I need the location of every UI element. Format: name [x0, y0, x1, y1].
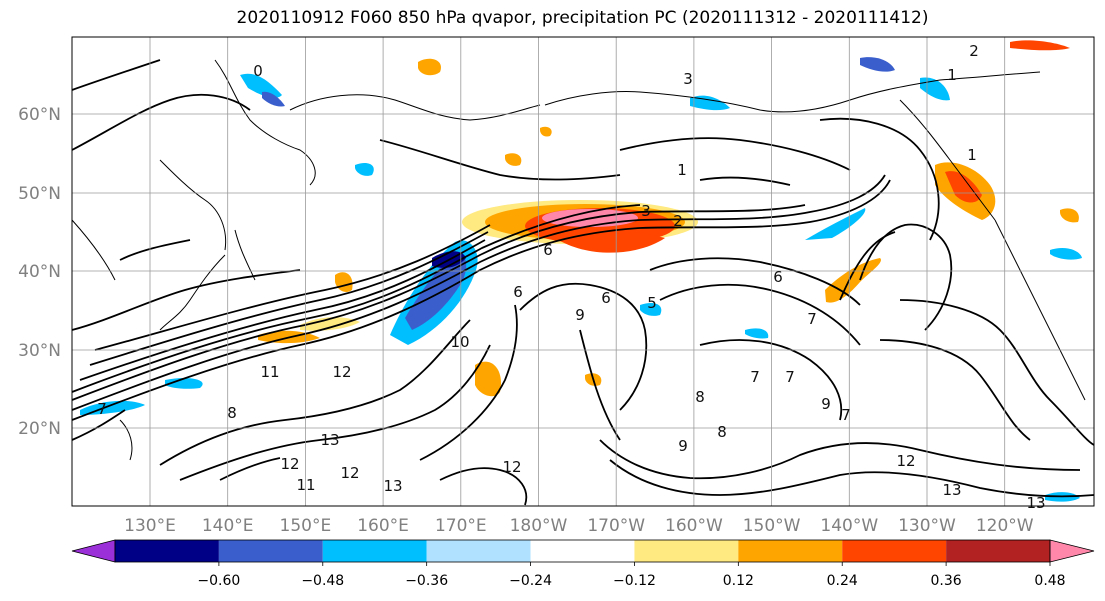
- colorbar-segment: [738, 540, 843, 562]
- contour-label: 13: [942, 481, 961, 499]
- colorbar-tick-label: −0.24: [509, 573, 552, 589]
- latitude-label: 40°N: [18, 262, 61, 282]
- colorbar-segment: [634, 540, 739, 562]
- colorbar-tick-label: −0.36: [405, 573, 448, 589]
- latitude-label: 60°N: [18, 105, 61, 125]
- contour-label: 13: [383, 477, 402, 495]
- contour-label: 12: [502, 458, 521, 476]
- contour-label: 13: [1026, 494, 1045, 512]
- latitude-label: 30°N: [18, 341, 61, 361]
- longitude-label: 170°W: [587, 516, 645, 536]
- colorbar-segment: [426, 540, 531, 562]
- contour-label: 6: [543, 241, 553, 259]
- map-title: 2020110912 F060 850 hPa qvapor, precipit…: [236, 8, 929, 28]
- longitude-label: 130°W: [898, 516, 956, 536]
- contour-label: 7: [841, 406, 851, 424]
- colorbar-tick-label: 0.36: [931, 573, 962, 589]
- contour-label: 0: [253, 62, 263, 80]
- contour-label: 11: [260, 363, 279, 381]
- contour-label: 9: [821, 395, 831, 413]
- contour-label: 2: [673, 212, 683, 230]
- contour-label: 7: [785, 368, 795, 386]
- contour-label: 6: [601, 289, 611, 307]
- longitude-label: 180°W: [510, 516, 568, 536]
- colorbar-tick-label: −0.60: [197, 573, 240, 589]
- longitude-label: 170°E: [435, 516, 487, 536]
- longitude-axis-labels: 130°E 140°E 150°E 160°E 170°E 180°W 170°W 160°W…: [124, 516, 1034, 536]
- colorbar-extend-low: [71, 539, 116, 563]
- colorbar-tick-label: 0.48: [1034, 573, 1065, 589]
- contour-label: 3: [683, 70, 693, 88]
- longitude-label: 120°W: [976, 516, 1034, 536]
- contour-label: 1: [967, 146, 977, 164]
- colorbar-segment: [842, 540, 947, 562]
- colorbar-extend-high: [1049, 539, 1095, 563]
- longitude-label: 140°E: [202, 516, 254, 536]
- longitude-label: 160°E: [357, 516, 409, 536]
- contour-label: 8: [227, 404, 237, 422]
- contour-label: 5: [647, 294, 657, 312]
- contour-label: 3: [641, 202, 651, 220]
- colorbar-tick-label: −0.48: [301, 573, 344, 589]
- contour-label: 7: [750, 368, 760, 386]
- contour-label: 1: [677, 161, 687, 179]
- longitude-label: 160°W: [665, 516, 723, 536]
- contour-label: 6: [513, 283, 523, 301]
- gridlines: [72, 37, 1094, 506]
- contour-label: 9: [575, 306, 585, 324]
- latitude-axis-labels: 20°N 30°N 40°N 50°N 60°N: [18, 105, 61, 439]
- contour-label: 12: [340, 464, 359, 482]
- qvapor-contours: [71, 59, 1095, 506]
- precipitation-anomaly-patches: [80, 40, 1082, 502]
- longitude-label: 140°W: [820, 516, 878, 536]
- contour-label: 9: [678, 437, 688, 455]
- longitude-label: 150°W: [743, 516, 801, 536]
- contour-label: 13: [320, 431, 339, 449]
- latitude-label: 50°N: [18, 184, 61, 204]
- colorbar-tick-label: 0.24: [827, 573, 858, 589]
- coastlines: [71, 59, 1086, 461]
- colorbar-segment: [322, 540, 427, 562]
- contour-label: 11: [296, 476, 315, 494]
- colorbar: −0.60 −0.48 −0.36 −0.24 −0.12 0.12 0.24 0.36 0.4…: [71, 539, 1095, 589]
- contour-label: 6: [773, 268, 783, 286]
- longitude-label: 130°E: [124, 516, 176, 536]
- contour-label: 8: [717, 423, 727, 441]
- map-frame: [71, 36, 1095, 507]
- colorbar-segment: [530, 540, 635, 562]
- colorbar-outline: [114, 539, 1051, 563]
- contour-label: 12: [332, 363, 351, 381]
- contour-label: 2: [969, 42, 979, 60]
- contour-label: 10: [450, 333, 469, 351]
- map-background: [72, 37, 1094, 506]
- colorbar-tick-label: −0.12: [613, 573, 656, 589]
- contour-label: 12: [896, 452, 915, 470]
- contour-label: 7: [97, 400, 107, 418]
- latitude-label: 20°N: [18, 419, 61, 439]
- contour-label: 12: [280, 455, 299, 473]
- colorbar-segment: [218, 540, 323, 562]
- contour-label: 8: [695, 388, 705, 406]
- colorbar-tick-label: 0.12: [723, 573, 754, 589]
- longitude-label: 150°E: [280, 516, 332, 536]
- colorbar-segment: [115, 540, 219, 562]
- contour-label: 7: [807, 310, 817, 328]
- colorbar-segment: [946, 540, 1050, 562]
- contour-label: 1: [947, 66, 957, 84]
